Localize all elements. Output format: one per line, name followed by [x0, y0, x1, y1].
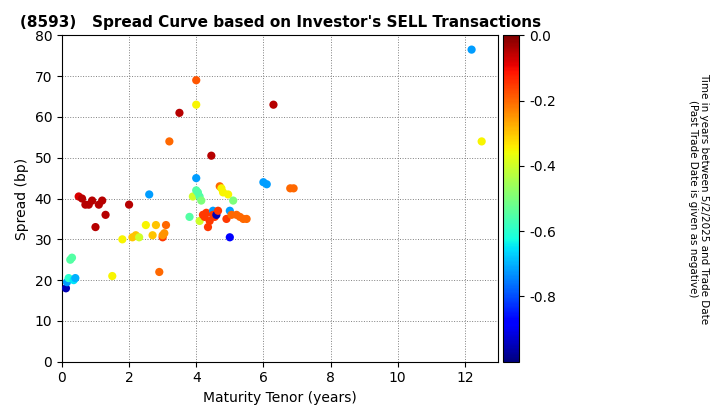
Point: [127, 234, 138, 241]
Point: [100, 212, 112, 218]
Point: [191, 187, 202, 194]
Point: [222, 191, 234, 198]
Point: [268, 101, 279, 108]
Point: [130, 232, 142, 239]
Point: [234, 213, 246, 220]
Point: [216, 185, 228, 192]
Point: [202, 224, 214, 231]
Point: [161, 222, 172, 228]
Point: [214, 183, 225, 190]
Point: [194, 218, 205, 224]
Point: [204, 218, 215, 224]
Point: [196, 197, 207, 204]
Point: [466, 46, 477, 53]
Point: [476, 138, 487, 145]
Point: [261, 181, 272, 188]
Point: [76, 195, 88, 202]
Point: [65, 256, 76, 263]
Point: [217, 189, 229, 196]
Point: [66, 255, 78, 261]
Point: [207, 207, 219, 214]
Point: [224, 234, 235, 241]
Point: [194, 193, 205, 200]
Point: [284, 185, 296, 192]
Point: [258, 179, 269, 186]
Point: [153, 269, 165, 276]
Point: [90, 224, 102, 231]
Point: [158, 230, 170, 236]
Point: [199, 213, 210, 220]
Point: [147, 232, 158, 239]
Point: [197, 212, 209, 218]
Point: [191, 175, 202, 181]
Point: [201, 210, 212, 216]
Point: [123, 201, 135, 208]
Point: [163, 138, 175, 145]
Title: (8593)   Spread Curve based on Investor's SELL Transactions: (8593) Spread Curve based on Investor's …: [19, 15, 541, 30]
Point: [192, 189, 204, 196]
Point: [174, 110, 185, 116]
Point: [86, 197, 98, 204]
Point: [157, 234, 168, 241]
Point: [143, 191, 155, 198]
Point: [68, 277, 79, 284]
Point: [63, 275, 74, 281]
Point: [212, 207, 224, 214]
Point: [184, 213, 195, 220]
Point: [93, 201, 104, 208]
Point: [238, 215, 249, 222]
Point: [157, 232, 168, 239]
Point: [150, 222, 162, 228]
Point: [61, 279, 73, 286]
Point: [211, 212, 222, 218]
Point: [226, 212, 238, 218]
Point: [207, 212, 219, 218]
X-axis label: Maturity Tenor (years): Maturity Tenor (years): [203, 391, 357, 405]
Point: [224, 207, 235, 214]
Point: [140, 222, 152, 228]
Point: [96, 197, 108, 204]
Point: [83, 201, 94, 208]
Y-axis label: Time in years between 5/2/2025 and Trade Date
(Past Trade Date is given as negat: Time in years between 5/2/2025 and Trade…: [688, 73, 709, 324]
Point: [209, 213, 220, 220]
Point: [80, 201, 91, 208]
Point: [288, 185, 300, 192]
Point: [191, 101, 202, 108]
Point: [191, 77, 202, 84]
Point: [240, 215, 252, 222]
Point: [187, 193, 199, 200]
Y-axis label: Spread (bp): Spread (bp): [15, 158, 29, 239]
Point: [107, 273, 118, 279]
Point: [70, 275, 81, 281]
Point: [221, 215, 233, 222]
Point: [73, 193, 84, 200]
Point: [133, 234, 145, 241]
Point: [206, 152, 217, 159]
Point: [231, 212, 243, 218]
Point: [117, 236, 128, 243]
Point: [60, 285, 72, 291]
Point: [228, 197, 239, 204]
